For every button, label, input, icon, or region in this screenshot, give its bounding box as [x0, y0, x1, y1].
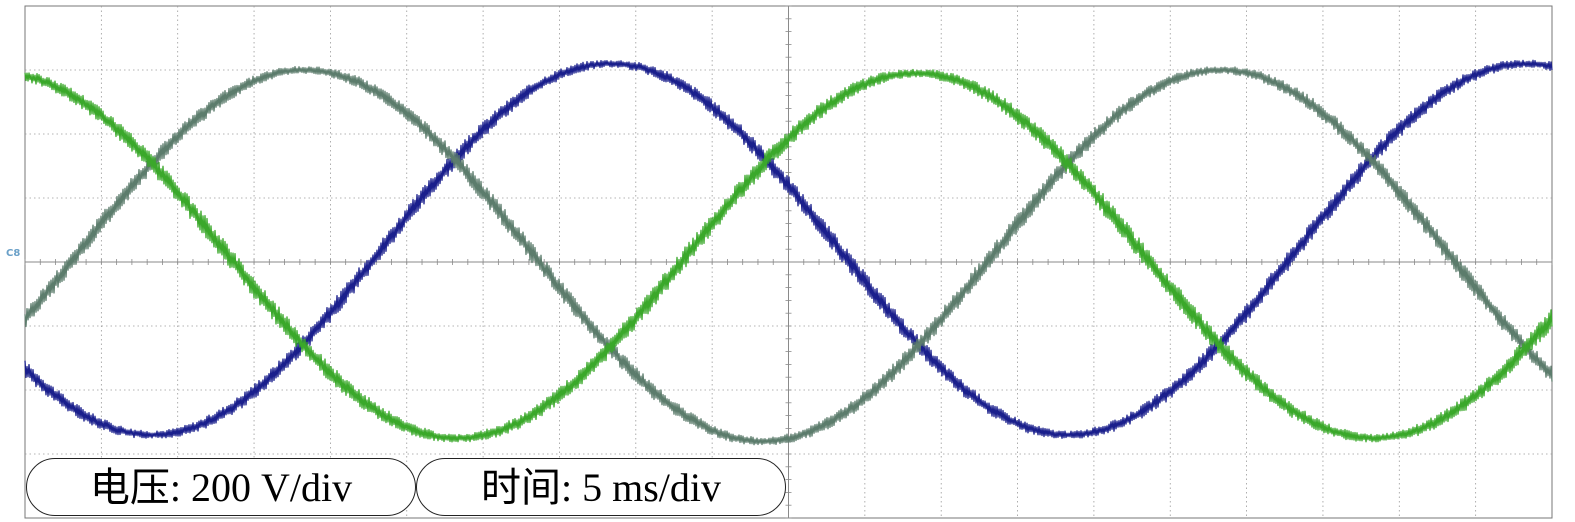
time-scale-label: 时间: 5 ms/div — [416, 458, 786, 516]
waveform-series-1 — [24, 59, 1553, 439]
voltage-scale-label: 电压: 200 V/div — [26, 458, 416, 516]
waveforms — [24, 59, 1553, 446]
waveform-series-2 — [24, 65, 1553, 446]
grid — [24, 5, 1553, 519]
channel-marker: C8 — [6, 248, 21, 259]
waveform-series-3 — [24, 68, 1553, 443]
